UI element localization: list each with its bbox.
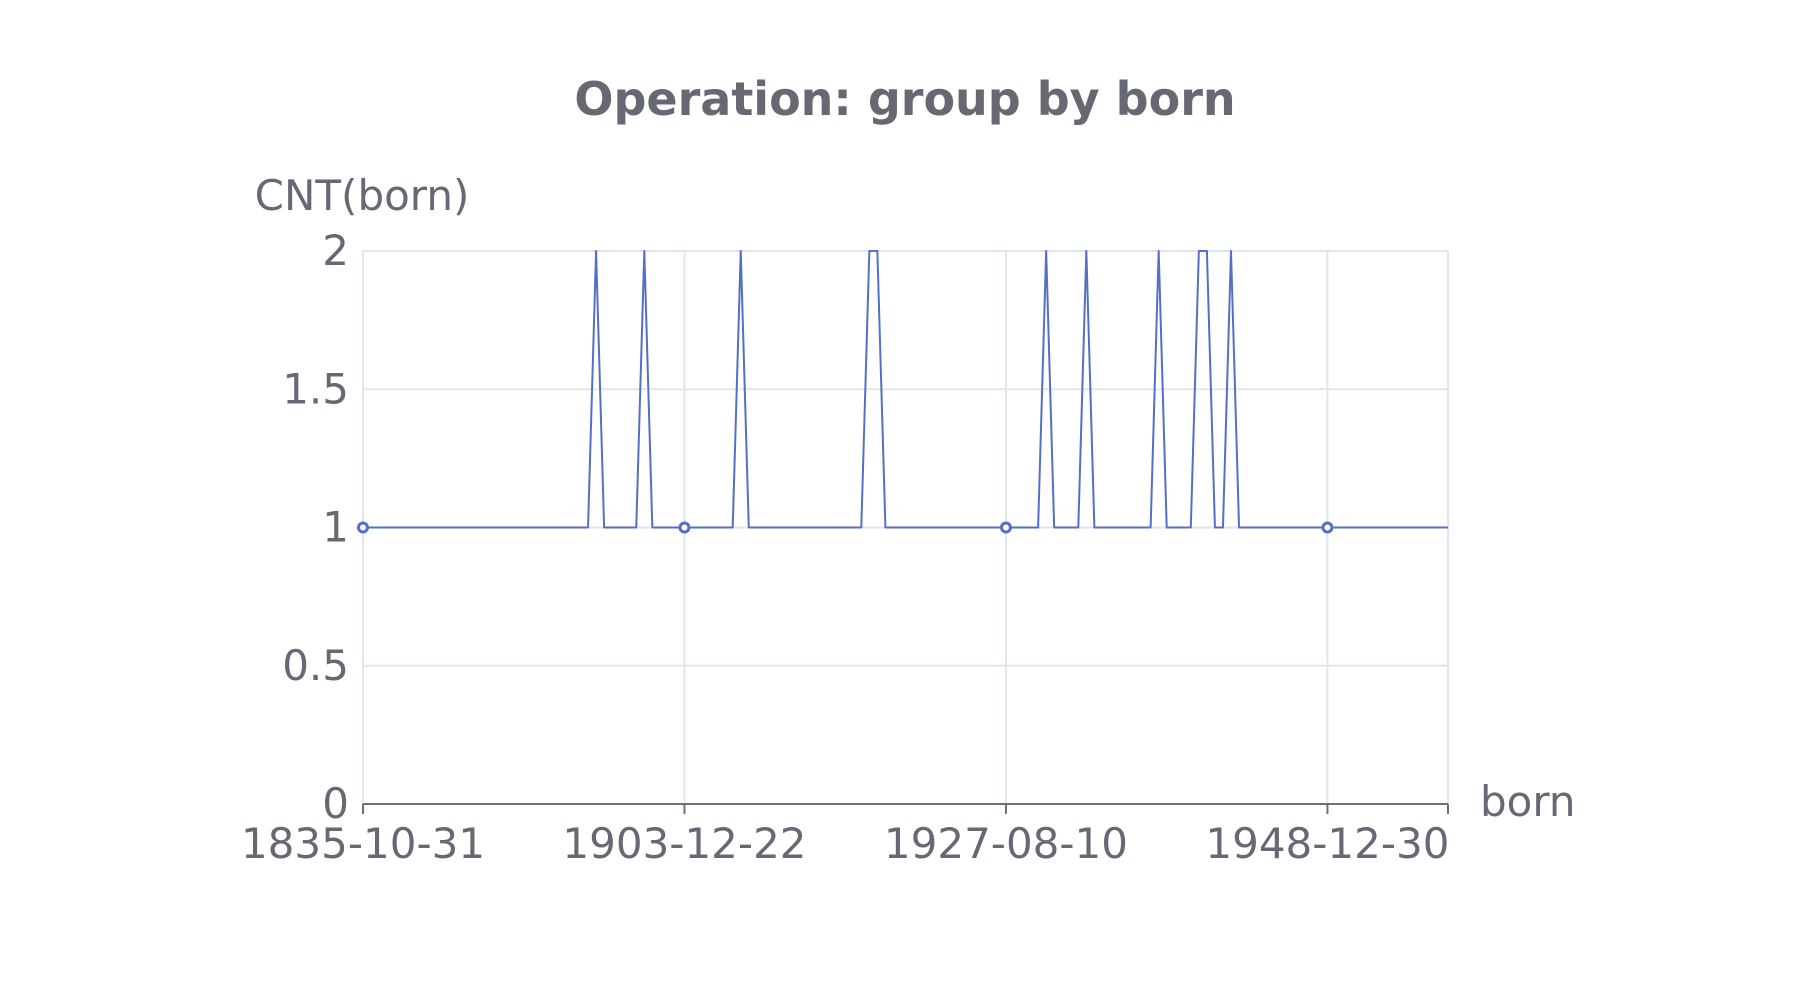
data-point[interactable]: [1321, 521, 1334, 534]
x-tick-label: 1903-12-22: [562, 819, 806, 868]
y-tick-label: 2: [322, 226, 349, 275]
series-line-group: [363, 250, 1448, 529]
x-tick-label: 1927-08-10: [884, 819, 1128, 868]
y-tick-label: 1: [322, 503, 349, 552]
y-tick-label: 0.5: [282, 641, 349, 690]
data-point[interactable]: [678, 521, 691, 534]
y-axis-label: CNT(born): [255, 171, 470, 220]
data-points: [357, 521, 1334, 534]
y-tick-label: 0: [322, 779, 349, 828]
y-tick-label: 1.5: [282, 364, 349, 413]
x-tick-label: 1835-10-31: [241, 819, 485, 868]
data-point[interactable]: [357, 521, 369, 534]
series-line: [363, 250, 1448, 529]
x-axis-label: born: [1480, 777, 1576, 826]
x-tick-label: 1948-12-30: [1205, 819, 1449, 868]
tick-labels: 0 0.5 1 1.5 2 1835-10-31 1903-12-22 1927-08-10 1…: [241, 226, 1450, 868]
chart-title: Operation: group by born: [574, 72, 1235, 126]
data-point[interactable]: [999, 521, 1012, 534]
axes: [362, 803, 1449, 814]
